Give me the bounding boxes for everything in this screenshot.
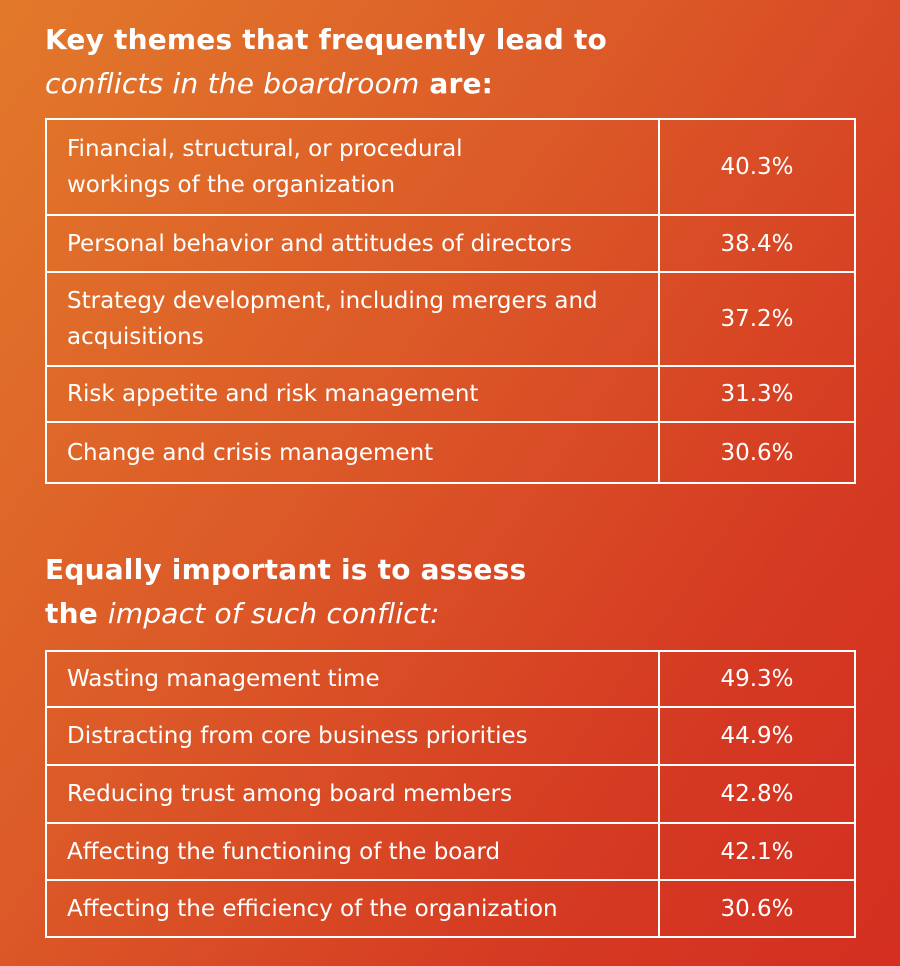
table-row: Strategy development, including mergers …: [45, 271, 856, 367]
table-row: Distracting from core business prioritie…: [45, 706, 856, 766]
row-value: 44.9%: [658, 706, 856, 766]
row-value: 31.3%: [658, 365, 856, 423]
row-value: 30.6%: [658, 879, 856, 938]
row-label: Financial, structural, or procedural wor…: [45, 118, 660, 216]
row-value: 40.3%: [658, 118, 856, 216]
table-row: Financial, structural, or procedural wor…: [45, 118, 856, 216]
table-row: Personal behavior and attitudes of direc…: [45, 214, 856, 273]
table-row: Change and crisis management 30.6%: [45, 421, 856, 484]
conflict-impact-heading-line1: Equally important is to assess: [45, 553, 527, 586]
row-label: Change and crisis management: [45, 421, 660, 484]
row-label: Strategy development, including mergers …: [45, 271, 660, 367]
row-value: 42.8%: [658, 764, 856, 824]
conflict-impact-heading-bold: the: [45, 597, 108, 630]
table-row: Reducing trust among board members 42.8%: [45, 764, 856, 824]
row-value: 37.2%: [658, 271, 856, 367]
conflict-themes-heading-italic: conflicts in the boardroom: [45, 67, 420, 100]
row-label: Reducing trust among board members: [45, 764, 660, 824]
row-label: Wasting management time: [45, 650, 660, 708]
table-row: Affecting the efficiency of the organiza…: [45, 879, 856, 938]
row-label: Affecting the functioning of the board: [45, 822, 660, 881]
row-label: Distracting from core business prioritie…: [45, 706, 660, 766]
conflict-impact-section: Equally important is to assess the impac…: [45, 548, 856, 938]
row-value: 30.6%: [658, 421, 856, 484]
row-label: Risk appetite and risk management: [45, 365, 660, 423]
table-row: Wasting management time 49.3%: [45, 650, 856, 708]
row-value: 42.1%: [658, 822, 856, 881]
conflict-themes-table: Financial, structural, or procedural wor…: [45, 118, 856, 484]
row-label: Personal behavior and attitudes of direc…: [45, 214, 660, 273]
table-row: Affecting the functioning of the board 4…: [45, 822, 856, 881]
conflict-themes-heading-line1: Key themes that frequently lead to: [45, 23, 607, 56]
conflict-impact-table: Wasting management time 49.3% Distractin…: [45, 650, 856, 938]
conflict-impact-heading-italic: impact of such conflict:: [107, 597, 440, 630]
table-row: Risk appetite and risk management 31.3%: [45, 365, 856, 423]
row-value: 38.4%: [658, 214, 856, 273]
row-label: Affecting the efficiency of the organiza…: [45, 879, 660, 938]
conflict-impact-heading: Equally important is to assess the impac…: [45, 548, 856, 636]
conflict-themes-section: Key themes that frequently lead to confl…: [45, 18, 856, 484]
conflict-themes-heading-bold: are:: [419, 67, 494, 100]
row-value: 49.3%: [658, 650, 856, 708]
conflict-themes-heading: Key themes that frequently lead to confl…: [45, 18, 856, 106]
